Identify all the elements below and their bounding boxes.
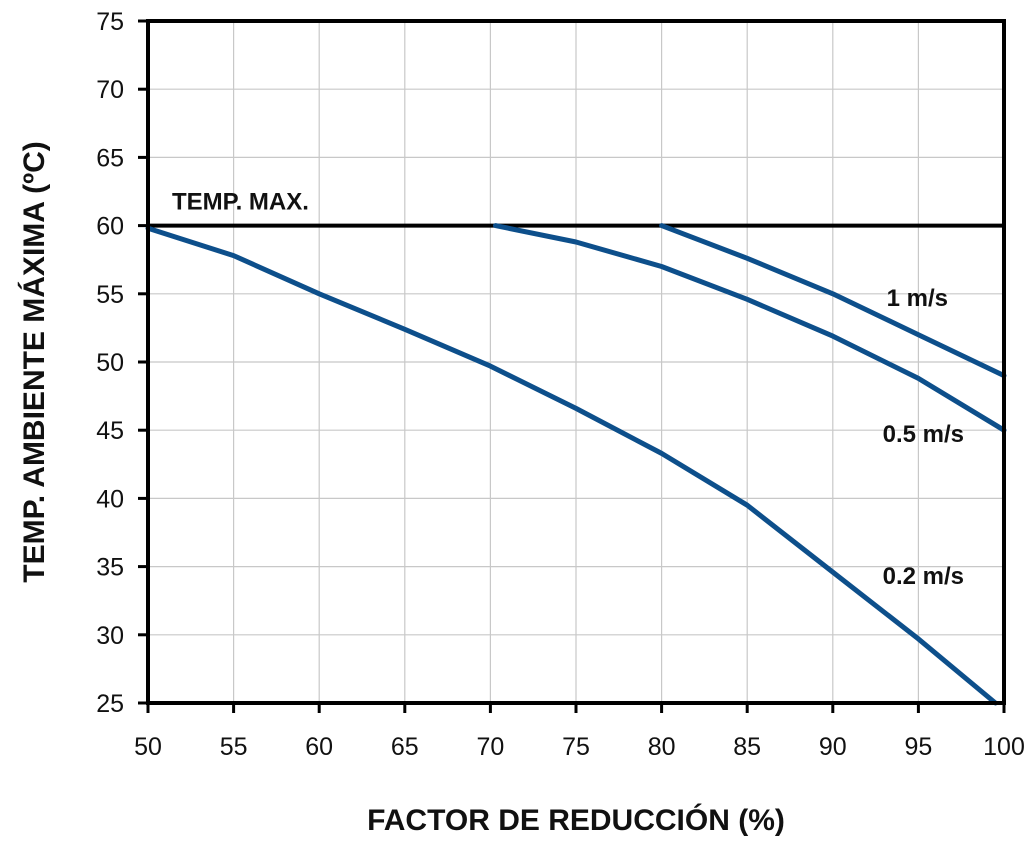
series-label: 0.2 m/s	[883, 563, 964, 590]
y-tick-label: 55	[96, 281, 124, 309]
reference-line-label: TEMP. MAX.	[172, 189, 309, 216]
y-axis-title: TEMP. AMBIENTE MÁXIMA (ºC)	[17, 141, 51, 583]
y-tick-label: 60	[96, 213, 124, 241]
y-tick-label: 35	[96, 554, 124, 582]
x-tick-label: 100	[983, 733, 1025, 761]
x-tick-label: 65	[391, 733, 419, 761]
x-axis-title: FACTOR DE REDUCCIÓN (%)	[367, 803, 785, 837]
y-tick-label: 50	[96, 349, 124, 377]
y-tick-label: 30	[96, 622, 124, 650]
series-line	[493, 223, 1007, 433]
x-tick-label: 80	[648, 733, 676, 761]
y-tick-label: 45	[96, 417, 124, 445]
ticks: 50 55 60 65 70 75 80 85 90 95 100 25 30 35 40 45 50 55 60 6…	[96, 8, 1025, 761]
series-labels: 0.2 m/s 0.5 m/s 1 m/s	[883, 285, 964, 590]
grid	[147, 20, 1005, 704]
series-line	[145, 225, 998, 706]
y-tick-label: 75	[96, 8, 124, 36]
y-tick-label: 25	[96, 690, 124, 718]
y-tick-label: 70	[96, 76, 124, 104]
x-tick-label: 90	[819, 733, 847, 761]
y-tick-label: 65	[96, 144, 124, 172]
x-tick-label: 95	[904, 733, 932, 761]
x-tick-label: 75	[562, 733, 590, 761]
series-line	[659, 223, 1007, 379]
series-group	[145, 223, 1007, 706]
series-label: 1 m/s	[887, 285, 948, 312]
x-tick-label: 55	[220, 733, 248, 761]
x-tick-label: 85	[733, 733, 761, 761]
x-tick-label: 70	[476, 733, 504, 761]
y-tick-label: 40	[96, 485, 124, 513]
series-label: 0.5 m/s	[883, 421, 964, 448]
x-tick-label: 60	[305, 733, 333, 761]
x-tick-label: 50	[134, 733, 162, 761]
